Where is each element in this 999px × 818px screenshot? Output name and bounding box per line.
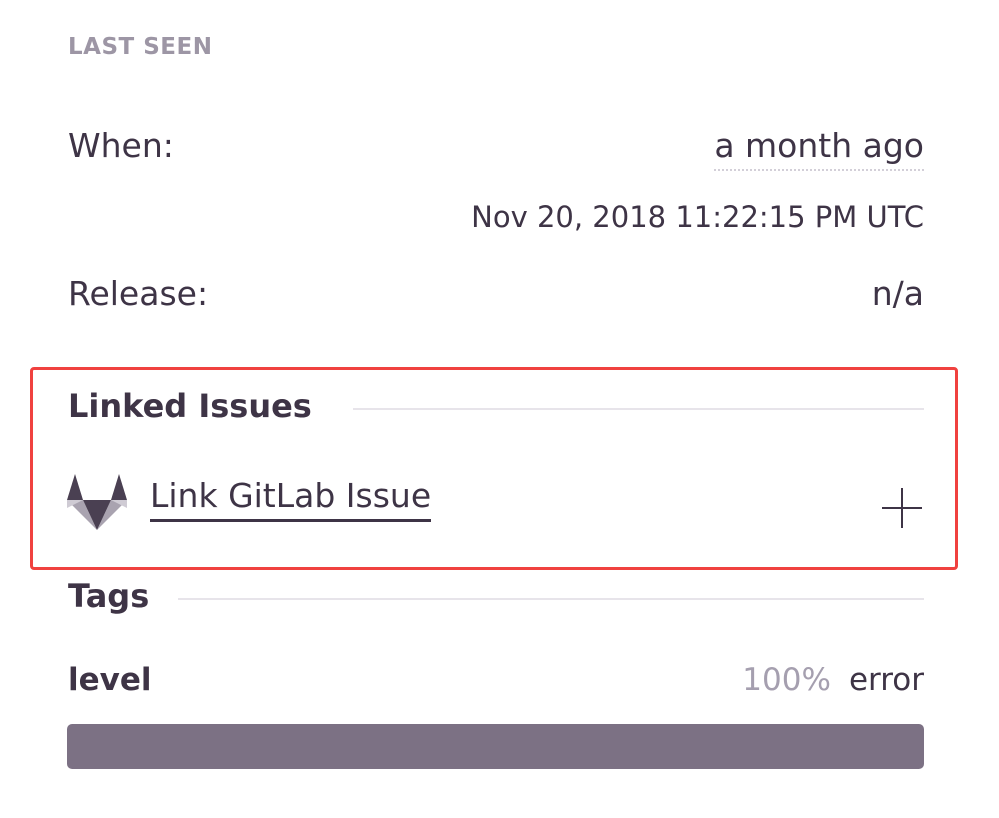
- tag-distribution-fill: [67, 724, 924, 769]
- when-value[interactable]: a month ago: [714, 126, 924, 171]
- link-gitlab-issue-link[interactable]: Link GitLab Issue: [150, 476, 432, 522]
- gitlab-icon: [67, 474, 127, 530]
- linked-issues-divider: [353, 408, 924, 410]
- tag-distribution-bar[interactable]: [67, 724, 924, 769]
- tag-key: level: [68, 662, 152, 698]
- tag-value-row: 100% error: [742, 662, 924, 698]
- release-label: Release:: [68, 274, 209, 313]
- tag-value: error: [848, 662, 924, 698]
- linked-issues-heading: Linked Issues: [68, 387, 312, 425]
- last-seen-section-label: LAST SEEN: [68, 34, 213, 60]
- tag-percent: 100%: [742, 662, 831, 698]
- when-label: When:: [68, 126, 174, 165]
- last-seen-timestamp: Nov 20, 2018 11:22:15 PM UTC: [471, 200, 924, 234]
- linked-issues-highlight: [30, 367, 958, 570]
- tags-heading: Tags: [68, 577, 150, 615]
- release-value: n/a: [871, 274, 924, 313]
- tags-divider: [178, 598, 924, 600]
- plus-icon[interactable]: [882, 488, 922, 528]
